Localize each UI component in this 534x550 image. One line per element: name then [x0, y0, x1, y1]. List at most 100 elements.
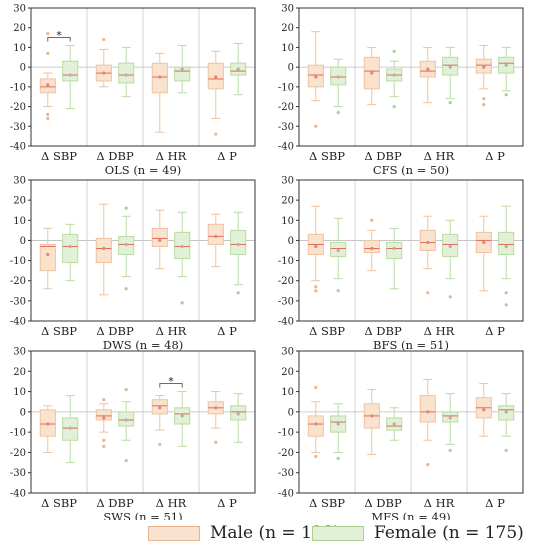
outlier-point [426, 291, 430, 295]
y-tick-label: 10 [13, 43, 26, 54]
mean-marker [68, 426, 72, 430]
mean-marker [336, 422, 340, 426]
y-tick-label: 20 [13, 23, 26, 34]
mean-marker [102, 416, 106, 420]
outlier-point [236, 291, 240, 295]
mean-marker [392, 246, 396, 251]
panel-6: -40 -30 -20 -10 0 10 20 30 Δ SBP Δ DBP Δ HR Δ P MFS … [278, 347, 524, 524]
mean-marker [448, 244, 452, 249]
x-tick-label: Δ P [485, 149, 505, 163]
box-body [386, 241, 403, 260]
mean-marker [370, 414, 374, 418]
box-female-4 [230, 393, 247, 443]
y-tick-label: 0 [20, 407, 26, 418]
x-tick-label: Δ P [485, 324, 505, 338]
outlier-point [336, 110, 340, 115]
box-male-2 [95, 203, 112, 296]
x-tick-label: Δ SBP [41, 496, 77, 510]
box-male-3 [419, 215, 436, 295]
mean-marker [102, 246, 106, 251]
mean-marker [236, 67, 240, 71]
box-female-1 [330, 403, 347, 461]
panel-label: SWS (n = 51) [103, 510, 182, 520]
box-female-3 [174, 211, 191, 305]
outlier-point [314, 285, 318, 289]
box-body [151, 227, 168, 247]
outlier-point [370, 218, 374, 222]
box-body [95, 237, 112, 264]
mean-marker [504, 63, 508, 67]
box-body [95, 409, 112, 421]
x-tick-label: Δ HR [424, 496, 455, 510]
box-male-2 [363, 218, 380, 272]
outlier-point [482, 103, 486, 107]
outlier-point [102, 398, 106, 402]
outlier-point [124, 206, 128, 210]
box-female-1 [330, 58, 347, 115]
mean-marker [392, 73, 396, 77]
box-body [118, 62, 135, 84]
box-male-1 [307, 205, 324, 293]
y-tick-label: 10 [281, 43, 294, 54]
outlier-point [102, 444, 106, 448]
y-tick-label: 20 [13, 196, 26, 207]
mean-marker [180, 244, 184, 249]
box-male-1 [39, 32, 56, 120]
box-female-2 [118, 387, 135, 463]
box-female-3 [174, 44, 191, 94]
y-tick-label: -20 [10, 448, 26, 459]
x-tick-label: Δ HR [424, 149, 455, 163]
box-female-4 [498, 46, 515, 97]
box-male-4 [207, 391, 224, 444]
box-male-4 [475, 382, 492, 437]
y-tick-label: -20 [278, 448, 294, 459]
mean-marker [448, 416, 452, 420]
x-tick-label: Δ P [217, 149, 237, 163]
mean-marker [180, 414, 184, 418]
box-female-1 [62, 44, 79, 110]
bracket-line [47, 37, 71, 42]
panel-2: -40 -30 -20 -10 0 10 20 30 Δ SBP Δ DBP Δ HR Δ P CFS … [278, 4, 524, 177]
y-tick-label: -10 [278, 428, 294, 439]
x-tick-label: Δ P [217, 496, 237, 510]
significance-star: * [57, 30, 62, 41]
y-tick-label: 0 [20, 63, 26, 74]
y-tick-label: 10 [281, 387, 294, 398]
outlier-point [214, 440, 218, 444]
mean-marker [68, 244, 72, 249]
significance-star: * [169, 377, 174, 388]
mean-marker [448, 65, 452, 69]
y-tick-label: -10 [10, 82, 26, 93]
box-male-1 [39, 405, 56, 453]
y-tick-label: 30 [13, 4, 26, 15]
legend-swatch-male [148, 525, 200, 541]
mean-marker [392, 422, 396, 426]
box-body [419, 395, 436, 423]
x-tick-label: Δ SBP [309, 324, 345, 338]
mean-marker [482, 240, 486, 245]
outlier-point [46, 112, 50, 117]
y-tick-label: -10 [278, 82, 294, 93]
box-male-2 [363, 389, 380, 455]
box-female-2 [386, 227, 403, 290]
y-tick-label: -30 [10, 468, 26, 479]
axis-frame [30, 7, 256, 147]
axis-frame [298, 179, 524, 322]
axis-frame [298, 350, 524, 494]
box-body [230, 229, 247, 256]
box-male-3 [151, 52, 168, 133]
box-male-3 [419, 378, 436, 467]
box-male-2 [95, 398, 112, 448]
y-tick-label: 0 [288, 407, 294, 418]
mean-marker [370, 71, 374, 75]
outlier-point [158, 442, 162, 446]
mean-marker [482, 408, 486, 412]
x-tick-label: Δ SBP [309, 496, 345, 510]
mean-marker [102, 71, 106, 75]
panel-1: -40 -30 -20 -10 0 10 20 30 Δ SBP Δ DBP Δ HR Δ P OLS … [10, 4, 256, 177]
y-tick-label: -20 [278, 276, 294, 287]
box-body [207, 223, 224, 245]
axis-frame [30, 350, 256, 494]
significance-bracket: * [47, 30, 71, 42]
mean-marker [180, 67, 184, 71]
